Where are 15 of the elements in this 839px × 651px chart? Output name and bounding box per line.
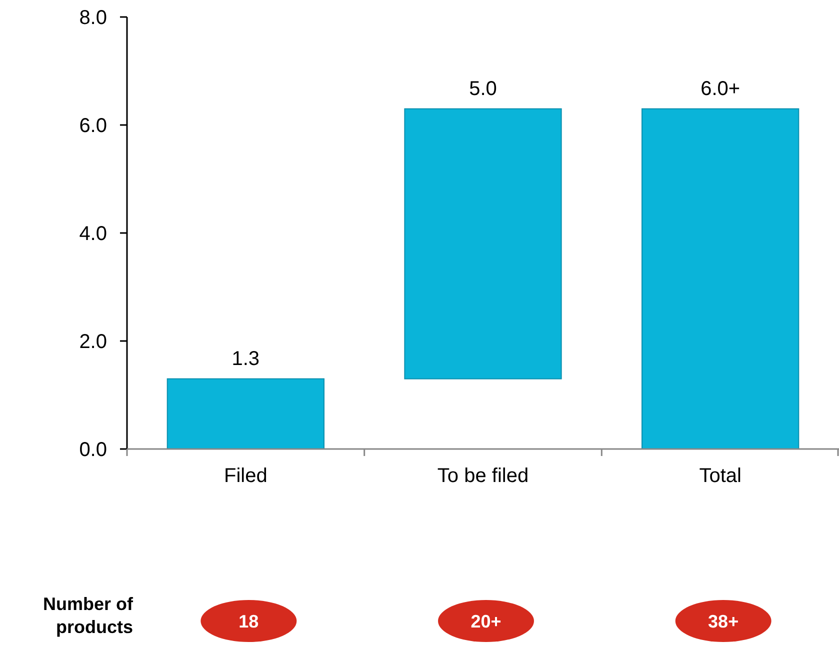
text: 20+	[470, 611, 502, 632]
y-tick-label: 2.0	[79, 331, 107, 353]
text: Number of products	[43, 594, 134, 637]
x-tick-label: Total	[699, 465, 742, 487]
text: 38+	[708, 611, 739, 632]
x-tick-label: Filed	[224, 465, 268, 487]
x-tick-label: To be filed	[437, 465, 529, 487]
y-tick-label: 0.0	[79, 439, 107, 461]
data-label: 6.0+	[700, 78, 740, 100]
y-tick-label: 4.0	[79, 223, 107, 245]
data-label: 5.0	[469, 78, 497, 100]
y-tick-label: 6.0	[79, 115, 107, 137]
text: 18	[238, 611, 259, 632]
y-tick-label: 8.0	[79, 7, 107, 29]
data-label: 1.3	[232, 348, 260, 370]
